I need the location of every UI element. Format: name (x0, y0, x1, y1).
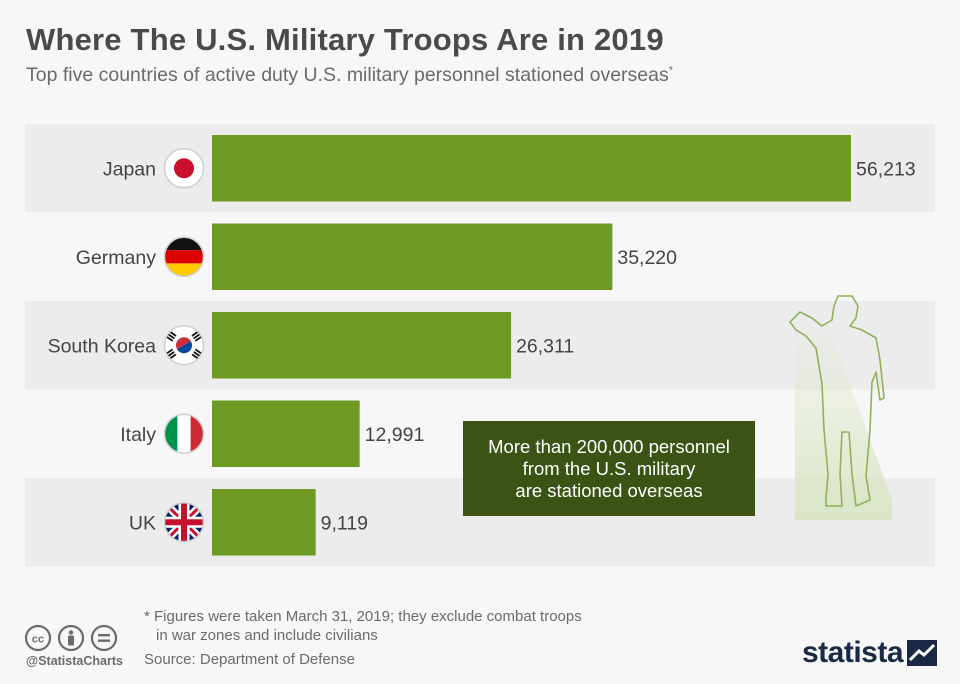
value-label: 26,311 (516, 335, 574, 357)
category-label: Germany (76, 247, 156, 269)
nd-icon (90, 624, 118, 652)
labels: 56,213 Japan 35,220 Germany 26,311 South Kore… (48, 158, 916, 534)
flag-japan-icon (163, 148, 205, 189)
soldier-illustration (789, 295, 892, 520)
flags (163, 148, 205, 543)
bar-germany (212, 223, 613, 290)
twitter-handle[interactable]: @StatistaCharts (26, 654, 123, 668)
value-label: 35,220 (617, 247, 677, 269)
bar-uk (212, 489, 316, 556)
value-label: 9,119 (321, 512, 368, 534)
bar-south-korea (212, 312, 512, 379)
callout-line-1: More than 200,000 personnel (488, 435, 730, 457)
category-label: Japan (103, 158, 156, 180)
flag-uk-icon (163, 502, 205, 543)
callout-line-3: are stationed overseas (515, 479, 703, 501)
value-label: 56,213 (856, 158, 916, 180)
footnote-line-1: * Figures were taken March 31, 2019; the… (144, 608, 582, 625)
statista-mark-icon (907, 640, 938, 666)
by-icon (57, 624, 85, 652)
bar-japan (212, 135, 851, 202)
subtitle-footnote-mark: * (668, 64, 674, 77)
category-label: South Korea (48, 335, 157, 357)
callout-line-2: from the U.S. military (522, 457, 696, 479)
footnote: * Figures were taken March 31, 2019; the… (144, 607, 664, 645)
svg-text:cc: cc (32, 634, 44, 646)
category-label: UK (129, 512, 156, 534)
brand-name: statista (802, 636, 904, 669)
flag-south-korea-icon (163, 325, 205, 366)
flag-germany-icon (163, 236, 205, 277)
subtitle-text: Top five countries of active duty U.S. m… (26, 64, 669, 86)
license-icons: cc (24, 624, 118, 652)
callout-box: More than 200,000 personnel from the U.S… (463, 421, 755, 516)
value-label: 12,991 (365, 424, 425, 446)
statista-logo[interactable]: statista (802, 636, 938, 670)
footnote-line-2: in war zones and include civilians (156, 627, 378, 644)
bars (212, 135, 851, 556)
category-label: Italy (120, 424, 156, 446)
chart-title: Where The U.S. Military Troops Are in 20… (26, 22, 664, 57)
chart-subtitle: Top five countries of active duty U.S. m… (26, 64, 673, 87)
cc-icon: cc (24, 624, 52, 652)
bar-italy (212, 400, 360, 467)
source-note: Source: Department of Defense (144, 651, 355, 668)
flag-italy-icon (163, 413, 205, 454)
